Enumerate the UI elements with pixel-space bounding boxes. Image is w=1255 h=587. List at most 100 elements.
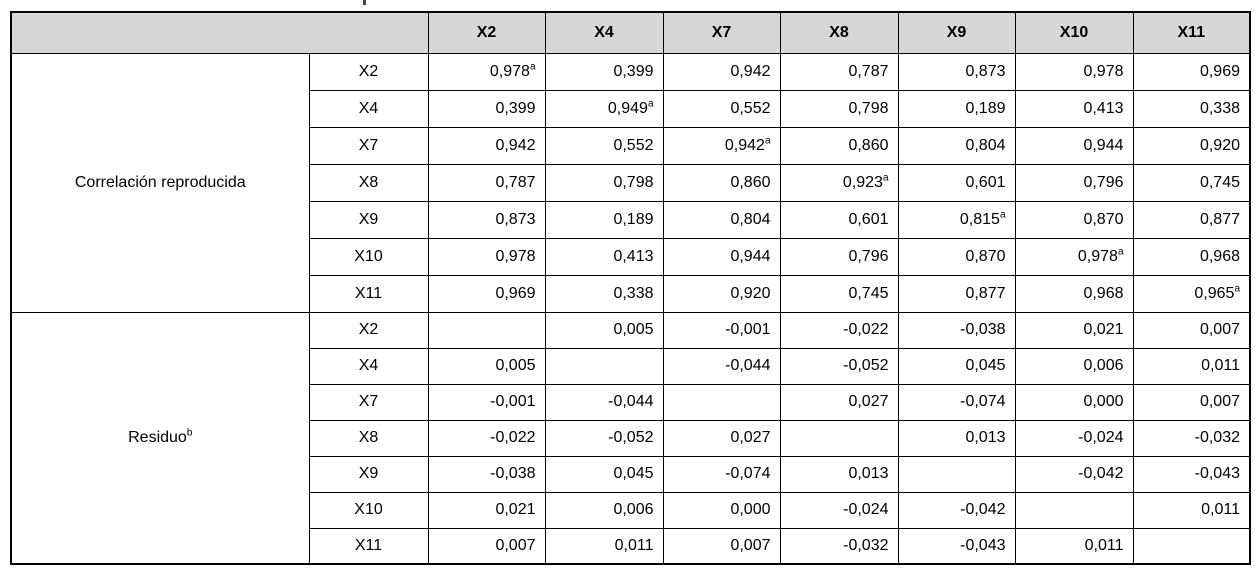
section-label: Residuob — [10, 311, 310, 565]
row-label: X4 — [308, 89, 429, 128]
value-cell: 0,870 — [1014, 200, 1134, 239]
value-cell: 0,021 — [1014, 311, 1134, 349]
table-row: X7 0,942 0,552 0,942a 0,860 0,804 0,944 0,920 — [11, 126, 1251, 165]
value-cell: 0,944 — [662, 237, 781, 276]
value-cell: -0,074 — [897, 383, 1016, 421]
value-cell: 0,978a — [1014, 237, 1134, 276]
value-cell: 0,011 — [544, 527, 664, 565]
row-label: X7 — [308, 383, 429, 421]
value-cell: -0,044 — [544, 383, 664, 421]
value-cell: 0,804 — [662, 200, 781, 239]
value-cell — [779, 419, 899, 457]
value-cell: -0,022 — [427, 419, 546, 457]
value-cell: 0,045 — [544, 455, 664, 493]
value-cell: 0,552 — [662, 89, 781, 128]
value-cell: 0,007 — [427, 527, 546, 565]
value-cell: 0,601 — [779, 200, 899, 239]
row-label: X11 — [308, 527, 429, 565]
value-cell: 0,796 — [1014, 163, 1134, 202]
column-header: X9 — [897, 11, 1016, 54]
value-cell — [1014, 491, 1134, 529]
value-cell: 0,011 — [1014, 527, 1134, 565]
value-cell — [427, 311, 546, 349]
value-cell: 0,000 — [1014, 383, 1134, 421]
value-cell: -0,038 — [427, 455, 546, 493]
value-cell: -0,044 — [662, 347, 781, 385]
reproduced-correlations-table: X2 X4 X7 X8 X9 X10 X11 Correlación reproducida… — [10, 11, 1251, 565]
value-cell: -0,022 — [779, 311, 899, 349]
value-cell: 0,007 — [1132, 311, 1251, 349]
value-cell: 0,942a — [662, 126, 781, 165]
value-cell: -0,042 — [897, 491, 1016, 529]
column-header: X4 — [544, 11, 664, 54]
row-label: X11 — [308, 274, 429, 313]
value-cell: 0,870 — [897, 237, 1016, 276]
row-label: X4 — [308, 347, 429, 385]
value-cell: 0,006 — [1014, 347, 1134, 385]
row-label: X10 — [308, 491, 429, 529]
value-cell: 0,007 — [662, 527, 781, 565]
value-cell: 0,968 — [1132, 237, 1251, 276]
value-cell: -0,032 — [779, 527, 899, 565]
value-cell: 0,399 — [427, 89, 546, 128]
value-cell: 0,965a — [1132, 274, 1251, 313]
value-cell: -0,052 — [779, 347, 899, 385]
value-cell: 0,877 — [1132, 200, 1251, 239]
value-cell: 0,005 — [544, 311, 664, 349]
column-header: X7 — [662, 11, 781, 54]
value-cell: -0,043 — [897, 527, 1016, 565]
value-cell: 0,000 — [662, 491, 781, 529]
value-cell: 0,013 — [897, 419, 1016, 457]
value-cell: 0,027 — [662, 419, 781, 457]
value-cell: -0,038 — [897, 311, 1016, 349]
value-cell: -0,024 — [1014, 419, 1134, 457]
row-label: X10 — [308, 237, 429, 276]
row-label: X2 — [308, 311, 429, 349]
row-label: X8 — [308, 419, 429, 457]
value-cell: 0,011 — [1132, 347, 1251, 385]
row-label: X9 — [308, 200, 429, 239]
value-cell: 0,552 — [544, 126, 664, 165]
value-cell: 0,011 — [1132, 491, 1251, 529]
value-cell: 0,027 — [779, 383, 899, 421]
value-cell: -0,074 — [662, 455, 781, 493]
value-cell: 0,189 — [897, 89, 1016, 128]
value-cell: -0,052 — [544, 419, 664, 457]
value-cell: 0,787 — [427, 163, 546, 202]
value-cell: -0,043 — [1132, 455, 1251, 493]
table-row: X11 0,007 0,011 0,007 -0,032 -0,043 0,011 — [11, 527, 1251, 565]
value-cell: 0,013 — [779, 455, 899, 493]
value-cell — [544, 347, 664, 385]
table-row: X4 0,399 0,949a 0,552 0,798 0,189 0,413 0,338 — [11, 89, 1251, 128]
value-cell: 0,601 — [897, 163, 1016, 202]
value-cell — [662, 383, 781, 421]
value-cell: 0,413 — [544, 237, 664, 276]
value-cell: 0,045 — [897, 347, 1016, 385]
value-cell: 0,413 — [1014, 89, 1134, 128]
column-header: X11 — [1132, 11, 1251, 54]
value-cell: 0,873 — [897, 52, 1016, 91]
table-header: X2 X4 X7 X8 X9 X10 X11 — [10, 11, 1251, 54]
value-cell: 0,860 — [779, 126, 899, 165]
value-cell: 0,969 — [427, 274, 546, 313]
value-cell: 0,745 — [1132, 163, 1251, 202]
table-row: X8 0,787 0,798 0,860 0,923a 0,601 0,796 0,745 — [11, 163, 1251, 202]
value-cell: 0,873 — [427, 200, 546, 239]
column-header: X8 — [779, 11, 899, 54]
row-label: X9 — [308, 455, 429, 493]
value-cell: 0,796 — [779, 237, 899, 276]
table-row: X9 -0,038 0,045 -0,074 0,013 -0,042 -0,043 — [11, 455, 1251, 493]
row-label: X8 — [308, 163, 429, 202]
value-cell: 0,978 — [1014, 52, 1134, 91]
column-header: X10 — [1014, 11, 1134, 54]
value-cell: 0,877 — [897, 274, 1016, 313]
table-row: X9 0,873 0,189 0,804 0,601 0,815a 0,870 0,877 — [11, 200, 1251, 239]
value-cell: 0,968 — [1014, 274, 1134, 313]
value-cell: 0,798 — [779, 89, 899, 128]
value-cell: 0,860 — [662, 163, 781, 202]
value-cell: 0,969 — [1132, 52, 1251, 91]
value-cell: 0,798 — [544, 163, 664, 202]
value-cell: 0,942 — [427, 126, 546, 165]
value-cell: 0,007 — [1132, 383, 1251, 421]
